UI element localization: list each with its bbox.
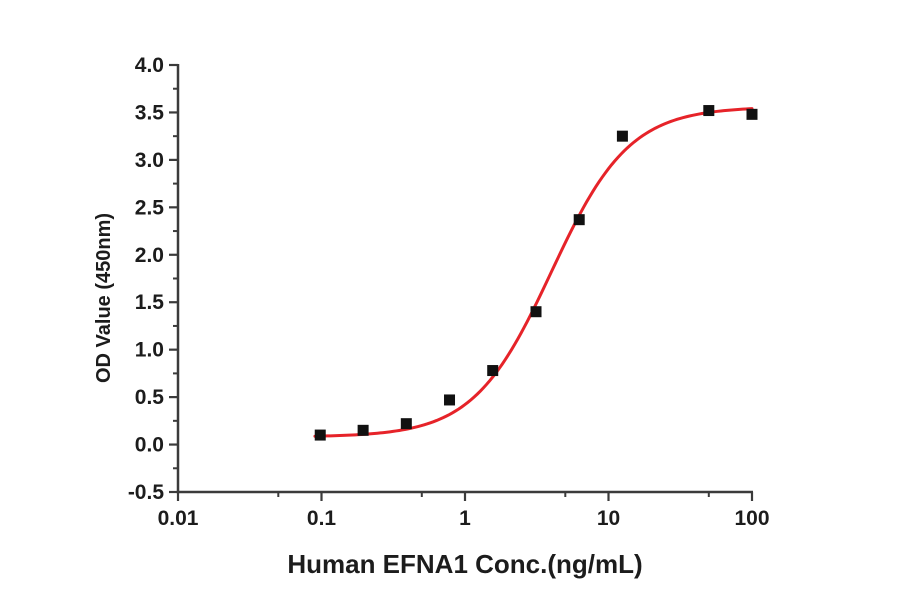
data-point xyxy=(530,306,542,318)
data-point xyxy=(357,424,369,436)
y-axis-title: OD Value (450nm) xyxy=(93,213,115,383)
data-point xyxy=(746,108,758,120)
y-tick-label: 1.0 xyxy=(135,339,164,362)
data-point xyxy=(573,214,585,226)
y-tick-label: 3.0 xyxy=(135,149,164,172)
y-tick-label: -0.5 xyxy=(128,481,165,504)
y-tick-label: 1.5 xyxy=(135,291,165,314)
x-tick-label: 1 xyxy=(459,507,471,530)
y-axis: 4.0 3.5 3.0 2.5 2.0 1.5 1.0 0.5 0.0 -0.5 xyxy=(128,54,180,504)
x-tick-label: 0.1 xyxy=(307,507,337,530)
data-point xyxy=(616,130,628,142)
y-tick-label: 0.0 xyxy=(135,434,164,457)
y-tick-label: 0.5 xyxy=(135,386,165,409)
x-tick-label: 100 xyxy=(734,507,769,530)
fit-curve-path xyxy=(313,107,754,438)
x-axis: 0.01 0.1 1 10 100 xyxy=(158,490,770,530)
data-point xyxy=(400,418,412,430)
data-point xyxy=(314,429,326,441)
data-point xyxy=(703,105,715,117)
x-tick-label: 10 xyxy=(597,507,620,530)
y-tick-label: 2.5 xyxy=(135,196,165,219)
fit-curve xyxy=(313,107,754,438)
x-axis-title: Human EFNA1 Conc.(ng/mL) xyxy=(287,549,642,579)
y-tick-label: 4.0 xyxy=(135,54,164,77)
x-tick-label: 0.01 xyxy=(158,507,199,530)
y-tick-label: 3.5 xyxy=(135,101,165,124)
y-tick-label: 2.0 xyxy=(135,244,164,267)
data-point xyxy=(444,394,456,406)
data-point xyxy=(487,365,499,377)
data-points xyxy=(314,105,758,441)
